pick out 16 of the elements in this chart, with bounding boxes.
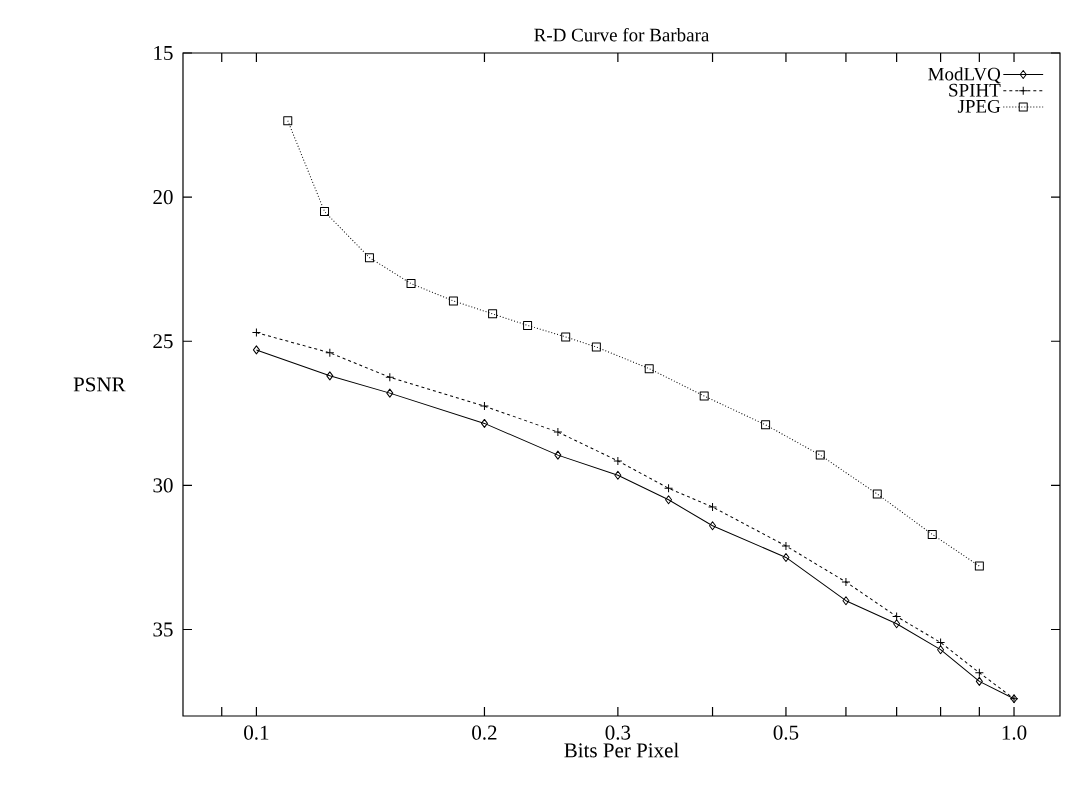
x-tick-label: 0.3: [605, 725, 631, 740]
y-tick-label: 35: [153, 622, 173, 637]
x-tick-label: 1.0: [1002, 725, 1027, 740]
y-tick-label: 25: [153, 334, 173, 349]
x-axis-title: Bits Per Pixel: [564, 742, 679, 758]
legend-label: SPIHT: [949, 83, 1001, 97]
x-tick-label: 0.2: [472, 725, 497, 740]
x-tick-label: 0.5: [773, 725, 799, 740]
y-tick-label: 20: [153, 190, 173, 205]
y-tick-label: 30: [153, 478, 173, 493]
y-axis-title: PSNR: [73, 377, 126, 392]
chart-title: R-D Curve for Barbara: [534, 27, 710, 42]
y-tick-label: 15: [154, 45, 173, 61]
x-tick-label: 0.1: [244, 725, 269, 740]
legend-label: JPEG: [957, 99, 1001, 113]
legend-label: ModLVQ: [928, 67, 1001, 84]
